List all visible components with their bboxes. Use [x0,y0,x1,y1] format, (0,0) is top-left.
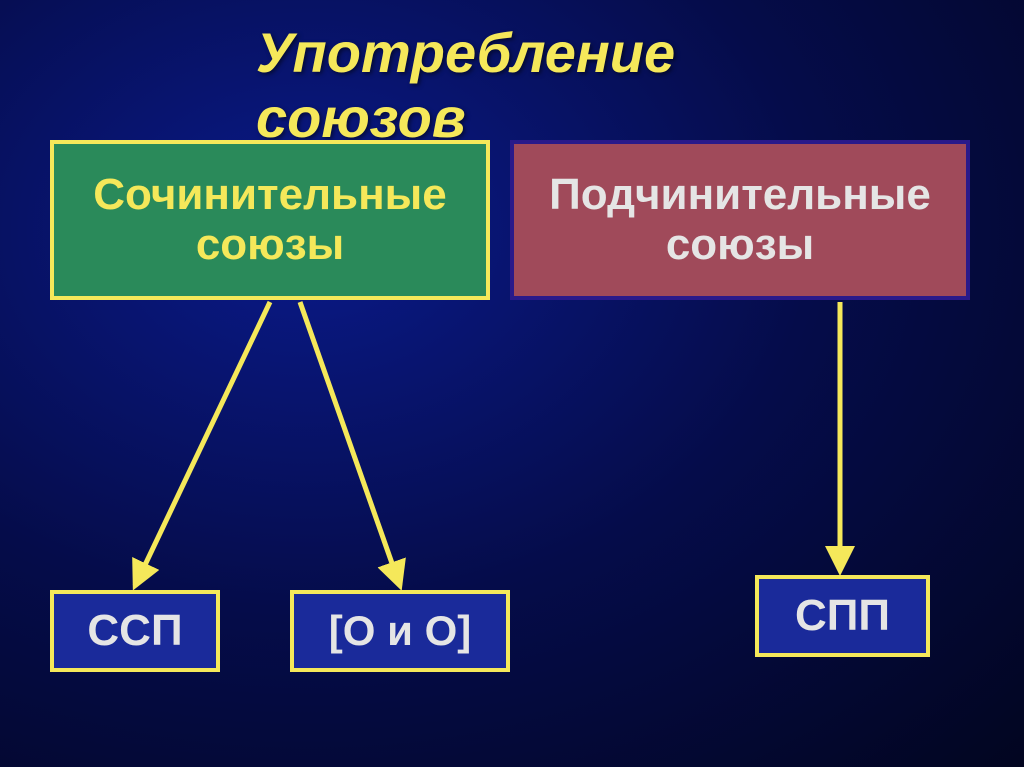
box-coordinating-conjunctions: Сочинительные союзы [50,140,490,300]
arrow-to-oio [300,302,400,586]
box-ssp: ССП [50,590,220,672]
page-title: Употребление союзов [256,20,768,150]
box-oio: [О и О] [290,590,510,672]
box-subordinating-conjunctions: Подчинительные союзы [510,140,970,300]
box-spp: СПП [755,575,930,657]
arrow-to-ssp [135,302,270,586]
